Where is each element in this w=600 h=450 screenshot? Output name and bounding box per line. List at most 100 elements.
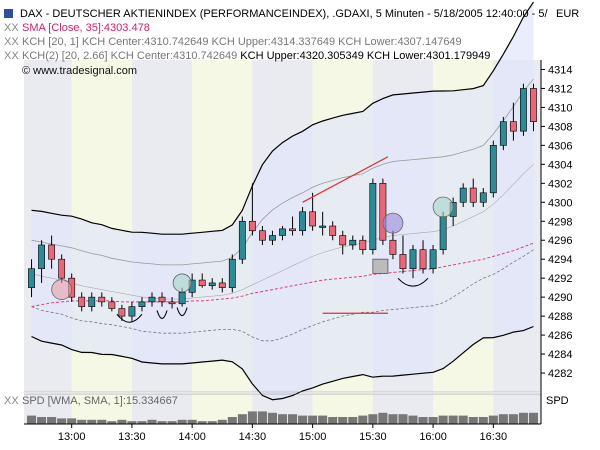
spd-bar [197, 421, 207, 424]
candle-body [509, 121, 517, 132]
resistance-line [302, 156, 389, 203]
candle-body [479, 192, 487, 203]
y-tick-label: 4288 [548, 311, 572, 323]
spd-bar [318, 415, 328, 424]
marker-circle-pivot [382, 212, 404, 234]
candle-body [168, 301, 176, 305]
spd-axis-label: SPD [546, 395, 569, 407]
spd-bar [187, 419, 197, 424]
spd-bar [448, 415, 458, 424]
spd-panel [24, 393, 541, 424]
spd-bar [428, 417, 438, 424]
candle-body [38, 244, 45, 269]
kch-outer-upper-line [31, 1, 534, 235]
window-icon[interactable] [4, 9, 13, 18]
bottom-arc-4 [397, 277, 429, 287]
spd-bar [267, 412, 277, 424]
candle-body [349, 239, 357, 246]
axes: 4282 4284 4286 4288 4290 4292 4294 4296 4298 4300… [24, 60, 572, 443]
annotations [51, 156, 454, 323]
candle-body [399, 254, 407, 269]
candle-body [58, 258, 66, 279]
candle-body [279, 228, 286, 236]
spd-bar [57, 418, 67, 424]
candle-body [409, 249, 417, 269]
spd-bar [137, 421, 147, 424]
kch2-legend-icon[interactable]: XX [4, 50, 19, 62]
candle-body [198, 279, 206, 287]
spd-bar [518, 412, 528, 424]
candle-body [238, 220, 246, 260]
kch-lower-line [31, 249, 534, 342]
x-tick-label: 16:00 [419, 431, 447, 443]
spd-bar [388, 414, 398, 424]
y-tick-label: 4308 [548, 121, 572, 133]
kch2-legend-prefix: KCH(2) [20, 2.66] KCH Center:4310.742649 [22, 50, 240, 62]
candlesticks [28, 83, 537, 321]
band-fill [31, 2, 534, 400]
candle-body [339, 235, 347, 246]
spd-bar [458, 415, 468, 424]
y-tick-label: 4314 [548, 64, 572, 76]
kch1-legend-icon[interactable]: XX [4, 36, 19, 48]
y-tick-label: 4292 [548, 273, 572, 285]
spd-bar [298, 415, 308, 424]
spd-bar [288, 414, 298, 424]
spd-bar [498, 414, 508, 424]
y-tick-label: 4286 [548, 330, 572, 342]
sma-legend-icon[interactable]: XX [4, 22, 19, 34]
chart-title: DAX - DEUTSCHER AKTIENINDEX (PERFORMANCE… [20, 8, 548, 20]
spd-bar [157, 421, 167, 424]
kch2-legend-rest: KCH Upper:4320.305349 KCH Lower:4301.179… [240, 50, 490, 62]
x-tick-label: 13:00 [58, 431, 86, 443]
spd-bar [107, 421, 117, 424]
spd-bar [408, 415, 418, 424]
spd-legend-icon[interactable]: XX [4, 395, 19, 407]
candle-body [269, 235, 276, 241]
spd-bar [147, 419, 157, 424]
kch1-legend: KCH [20, 1] KCH Center:4310.742649 KCH U… [22, 36, 462, 48]
candle-body [128, 306, 136, 317]
candle-body [248, 220, 256, 232]
spd-bar [227, 417, 237, 424]
y-tick-label: 4298 [548, 216, 572, 228]
candle-body [499, 121, 507, 146]
spd-stripe-2 [131, 394, 193, 424]
spd-bar [508, 414, 518, 424]
marker-circle-buy [172, 273, 192, 293]
candle-body [439, 216, 447, 251]
candle-body [98, 296, 106, 303]
spd-bar [117, 419, 127, 424]
spd-bar [328, 417, 338, 424]
y-tick-label: 4306 [548, 140, 572, 152]
candle-body [208, 282, 216, 287]
kch-outer-lower-line [31, 325, 534, 401]
kch-center-line [31, 164, 534, 300]
candle-body [28, 268, 35, 288]
y-tick-label: 4310 [548, 102, 572, 114]
spd-bar [348, 417, 358, 424]
spd-bar [207, 421, 217, 424]
spd-legend: SPD [WMA, SMA, 1]:15.334667 [22, 395, 178, 407]
y-tick-label: 4282 [548, 368, 572, 380]
candle-body [369, 183, 377, 251]
spd-bar [237, 414, 247, 424]
x-tick-label: 16:30 [480, 431, 508, 443]
x-tick-label: 15:30 [359, 431, 387, 443]
spd-bar [247, 411, 257, 424]
spd-bar [438, 415, 448, 424]
candle-body [299, 211, 306, 232]
candle-body [118, 308, 126, 317]
y-tick-label: 4300 [548, 197, 572, 209]
spd-bar [257, 411, 267, 424]
y-tick-label: 4294 [548, 254, 572, 266]
marker-circle-breakout [432, 196, 454, 218]
spd-bar [368, 414, 378, 424]
keltner-outer-band [31, 2, 534, 400]
x-tick-label: 15:00 [299, 431, 327, 443]
bottom-arc-2 [156, 310, 168, 319]
kch-upper-line [31, 78, 534, 266]
spd-bar [308, 415, 318, 424]
x-tick-label: 13:30 [118, 431, 146, 443]
candle-body [319, 225, 327, 228]
